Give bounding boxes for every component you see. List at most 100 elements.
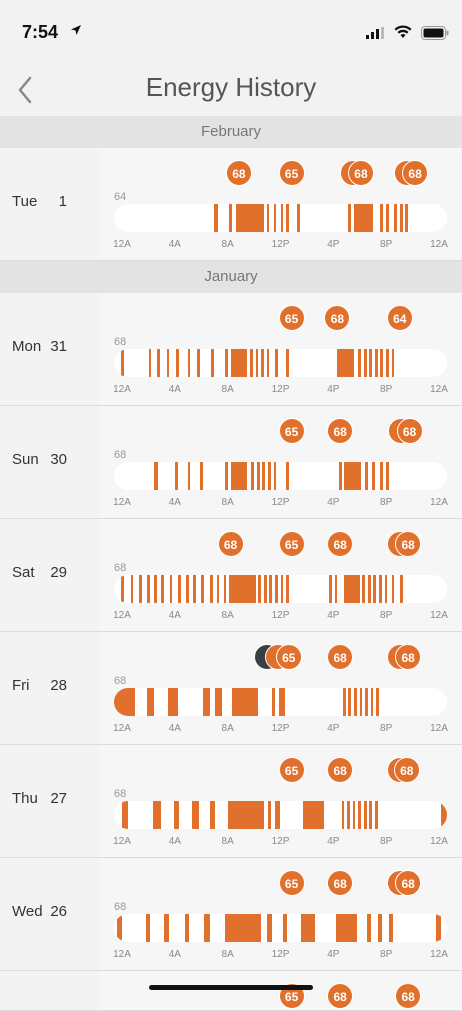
start-temperature: 68 bbox=[114, 336, 127, 348]
heating-segment bbox=[388, 914, 393, 942]
time-tick: 12A bbox=[430, 949, 448, 960]
setpoint-bubble[interactable]: 65 bbox=[275, 644, 302, 670]
status-time: 7:54 bbox=[22, 22, 59, 42]
day-row[interactable]: Sun3065686686812A4A8A12P4P8P12A bbox=[0, 406, 462, 519]
heating-segment bbox=[347, 801, 350, 829]
heating-segment bbox=[261, 349, 264, 377]
setpoint-bubble[interactable]: 65 bbox=[278, 870, 305, 896]
heating-segment bbox=[266, 914, 273, 942]
time-tick: 12A bbox=[113, 836, 131, 847]
heating-segment bbox=[365, 462, 368, 490]
heating-segment bbox=[236, 204, 264, 232]
day-row[interactable]: Thu2765686686812A4A8A12P4P8P12A bbox=[0, 745, 462, 858]
setpoint-bubble[interactable]: 68 bbox=[217, 531, 244, 557]
heating-segment bbox=[266, 349, 270, 377]
time-tick: 12A bbox=[113, 384, 131, 395]
day-row[interactable]: Wed2665686686812A4A8A12P4P8P12A bbox=[0, 858, 462, 971]
heating-segment bbox=[344, 575, 360, 603]
day-label: Wed 26 bbox=[0, 858, 99, 970]
heating-segment bbox=[274, 575, 278, 603]
day-label: Sun 30 bbox=[0, 406, 99, 518]
heating-segment bbox=[274, 349, 278, 377]
heating-segment bbox=[376, 688, 379, 716]
time-tick: 12P bbox=[271, 610, 290, 621]
heating-segment bbox=[336, 914, 357, 942]
heating-segment bbox=[262, 462, 266, 490]
setpoint-bubble[interactable]: 65 bbox=[278, 160, 305, 186]
usage-bar bbox=[114, 575, 447, 603]
heating-segment bbox=[372, 462, 375, 490]
setpoint-bubble[interactable]: 68 bbox=[395, 870, 422, 896]
heating-segment bbox=[274, 801, 281, 829]
setpoint-bubble[interactable]: 64 bbox=[386, 305, 413, 331]
setpoint-bubble[interactable]: 68 bbox=[327, 757, 354, 783]
back-chevron-icon[interactable] bbox=[14, 74, 38, 106]
heating-segment bbox=[338, 462, 342, 490]
setpoint-bubble[interactable]: 68 bbox=[327, 983, 354, 1009]
setpoint-bubble[interactable]: 68 bbox=[327, 418, 354, 444]
heating-segment bbox=[268, 801, 271, 829]
heating-segment bbox=[367, 575, 371, 603]
heating-segment bbox=[337, 349, 355, 377]
heating-segment bbox=[366, 914, 371, 942]
day-row[interactable]: Fri2865686686812A4A8A12P4P8P12A bbox=[0, 632, 462, 745]
heating-segment bbox=[231, 688, 259, 716]
day-row[interactable]: Mon 31 65 68 64 68 12A 4A 8A 12P 4P 8P 12A bbox=[0, 293, 462, 406]
heating-segment bbox=[152, 801, 162, 829]
heating-segment bbox=[120, 575, 124, 603]
setpoint-bubble[interactable]: 68 bbox=[347, 160, 374, 186]
setpoint-bubble[interactable]: 68 bbox=[393, 757, 420, 783]
time-tick: 8A bbox=[221, 610, 234, 621]
heating-segment bbox=[354, 204, 374, 232]
location-arrow-icon bbox=[71, 25, 81, 35]
setpoint-bubble[interactable]: 68 bbox=[396, 418, 423, 444]
time-tick: 12A bbox=[430, 723, 448, 734]
setpoint-bubble[interactable]: 68 bbox=[395, 644, 422, 670]
time-tick: 4P bbox=[327, 949, 340, 960]
setpoint-bubble[interactable]: 68 bbox=[324, 305, 351, 331]
usage-chart: 6865686686812A4A8A12P4P8P12A bbox=[99, 519, 462, 631]
usage-chart: 65 68 68 bbox=[99, 971, 462, 1010]
time-tick: 8P bbox=[380, 836, 393, 847]
heating-segment bbox=[187, 462, 191, 490]
setpoint-bubble[interactable]: 68 bbox=[225, 160, 252, 186]
setpoint-bubble[interactable]: 68 bbox=[327, 870, 354, 896]
setpoint-bubble[interactable]: 65 bbox=[278, 531, 305, 557]
start-temperature: 68 bbox=[114, 675, 127, 687]
day-label: Sat 29 bbox=[0, 519, 99, 631]
setpoint-bubble[interactable]: 65 bbox=[278, 757, 305, 783]
day-label bbox=[0, 971, 99, 1010]
setpoint-bubble[interactable]: 65 bbox=[278, 305, 305, 331]
heating-segment bbox=[193, 575, 196, 603]
setpoint-bubble[interactable]: 68 bbox=[395, 531, 422, 557]
page-title: Energy History bbox=[145, 72, 317, 102]
time-tick: 4A bbox=[168, 723, 181, 734]
heating-segment bbox=[249, 349, 253, 377]
heating-segment bbox=[334, 575, 338, 603]
heating-segment bbox=[186, 575, 189, 603]
setpoint-bubble[interactable]: 68 bbox=[402, 160, 429, 186]
day-row[interactable]: Tue168656686686412A4A8A12P4P8P12A bbox=[0, 148, 462, 261]
day-row-partial[interactable]: 65 68 68 bbox=[0, 971, 462, 1011]
heating-segment bbox=[380, 349, 384, 377]
heating-segment bbox=[359, 688, 363, 716]
heating-segment bbox=[209, 801, 216, 829]
heating-segment bbox=[384, 575, 388, 603]
setpoint-bubble[interactable]: 68 bbox=[395, 983, 422, 1009]
heating-segment bbox=[354, 688, 357, 716]
day-row[interactable]: Sat296865686686812A4A8A12P4P8P12A bbox=[0, 519, 462, 632]
heating-segment bbox=[157, 349, 160, 377]
cellular-signal-icon bbox=[366, 27, 384, 39]
heating-segment bbox=[168, 688, 178, 716]
usage-bar bbox=[114, 801, 447, 829]
heating-segment bbox=[369, 801, 373, 829]
setpoint-bubble[interactable]: 65 bbox=[278, 418, 305, 444]
heating-segment bbox=[230, 462, 248, 490]
heating-segment bbox=[223, 575, 227, 603]
heating-segment bbox=[147, 688, 155, 716]
setpoint-bubble[interactable]: 68 bbox=[327, 531, 354, 557]
start-temperature: 68 bbox=[114, 901, 127, 913]
heating-segment bbox=[251, 462, 255, 490]
energy-history-list[interactable]: FebruaryTue168656686686412A4A8A12P4P8P12… bbox=[0, 116, 462, 1011]
setpoint-bubble[interactable]: 68 bbox=[327, 644, 354, 670]
